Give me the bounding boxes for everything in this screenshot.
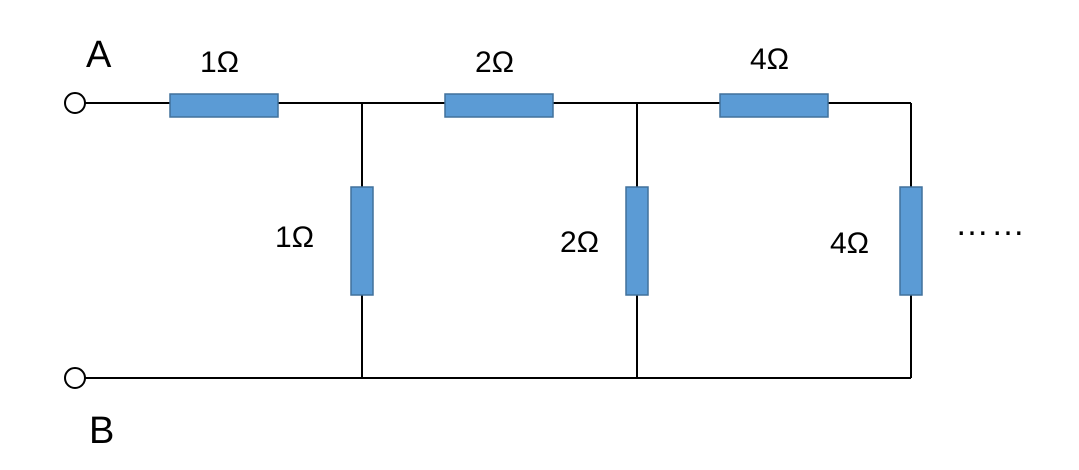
series-resistor-1-label: 1Ω — [200, 46, 239, 79]
series-resistor-2 — [444, 93, 554, 118]
shunt-resistor-1-label: 1Ω — [275, 221, 314, 254]
shunt-resistor-3-label: 4Ω — [830, 227, 869, 260]
wires — [85, 102, 912, 379]
continuation-ellipsis: …… — [955, 205, 1027, 243]
series-resistor-3 — [719, 93, 829, 118]
shunt-resistor-1 — [350, 186, 374, 296]
terminal-a-node — [64, 92, 86, 114]
shunt-resistor-2 — [625, 186, 649, 296]
terminal-b-label: B — [89, 410, 114, 452]
terminal-b-node — [64, 367, 86, 389]
terminal-a-label: A — [86, 34, 112, 76]
shunt-resistor-2-label: 2Ω — [560, 226, 599, 259]
series-resistor-1 — [169, 93, 279, 118]
shunt-resistor-3 — [899, 186, 923, 296]
series-resistor-2-label: 2Ω — [475, 46, 514, 79]
series-resistor-3-label: 4Ω — [750, 43, 789, 76]
